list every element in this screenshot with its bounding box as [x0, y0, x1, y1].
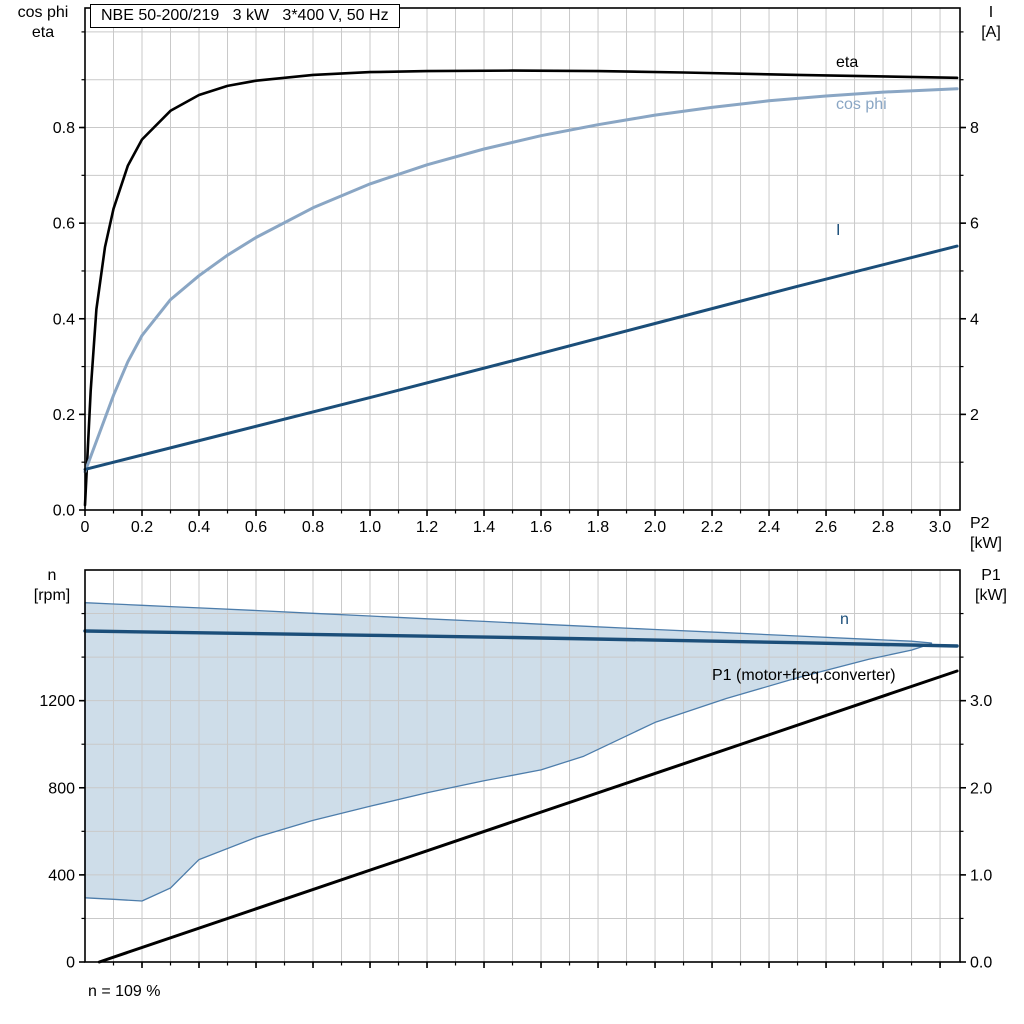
- n-curve: [83, 629, 959, 648]
- current-curve-label: I: [836, 222, 841, 239]
- tick-label: 2.4: [758, 519, 780, 536]
- bottom-left-axis-title: n [rpm]: [33, 567, 71, 604]
- tick-label: 0.0: [970, 955, 992, 972]
- tick-label: 0: [81, 519, 90, 536]
- tick-label: 800: [48, 780, 75, 797]
- tick-label: 0.6: [53, 216, 75, 233]
- eta-curve: [83, 69, 959, 507]
- p1-curve-label: P1 (motor+freq.converter): [712, 667, 896, 684]
- tick-label: 0.4: [188, 519, 210, 536]
- top-left-axis-title: cos phi eta: [17, 4, 69, 41]
- plot-frame: [84, 569, 961, 963]
- plot-frame: [84, 7, 961, 511]
- tick-label: 3.0: [929, 519, 951, 536]
- tick-label: 400: [48, 867, 75, 884]
- tick-label: 0.8: [302, 519, 324, 536]
- eta-curve-label: eta: [836, 54, 859, 71]
- i-curve: [83, 244, 959, 471]
- tick-label: 1200: [39, 693, 75, 710]
- bottom-right-axis-title: P1 [kW]: [975, 567, 1007, 604]
- tick-label: 1.4: [473, 519, 495, 536]
- speed-curve-label: n: [840, 611, 849, 628]
- tick-label: 1.8: [587, 519, 609, 536]
- cos-phi-curve: [83, 87, 959, 474]
- tick-label: 2: [970, 407, 979, 424]
- tick-label: 0.0: [53, 503, 75, 520]
- tick-label: 1.0: [359, 519, 381, 536]
- speed-percentage-note: n = 109 %: [88, 983, 161, 1000]
- tick-label: 3.0: [970, 693, 992, 710]
- tick-label: 2.0: [644, 519, 666, 536]
- tick-label: 1.2: [416, 519, 438, 536]
- tick-label: 0.4: [53, 311, 75, 328]
- tick-label: 0: [66, 955, 75, 972]
- speed-operating-range-fill: [85, 602, 932, 901]
- top-right-axis-title: I [A]: [981, 4, 1001, 41]
- tick-label: 2.6: [815, 519, 837, 536]
- tick-label: 2.8: [872, 519, 894, 536]
- tick-label: 8: [970, 120, 979, 137]
- x-axis-title: P2 [kW]: [970, 515, 1002, 552]
- tick-label: 1.0: [970, 867, 992, 884]
- tick-label: 0.6: [245, 519, 267, 536]
- tick-label: 4: [970, 311, 979, 328]
- p1-curve: [97, 669, 959, 964]
- tick-label: 1.6: [530, 519, 552, 536]
- tick-label: 2.0: [970, 780, 992, 797]
- speed-operating-range-outline: [84, 602, 933, 902]
- tick-label: 0.8: [53, 120, 75, 137]
- tick-label: 6: [970, 216, 979, 233]
- tick-label: 0.2: [53, 407, 75, 424]
- chart-title: NBE 50-200/219 3 kW 3*400 V, 50 Hz: [90, 4, 400, 28]
- cos-phi-curve-label: cos phi: [836, 96, 887, 113]
- tick-label: 0.2: [131, 519, 153, 536]
- tick-label: 2.2: [701, 519, 723, 536]
